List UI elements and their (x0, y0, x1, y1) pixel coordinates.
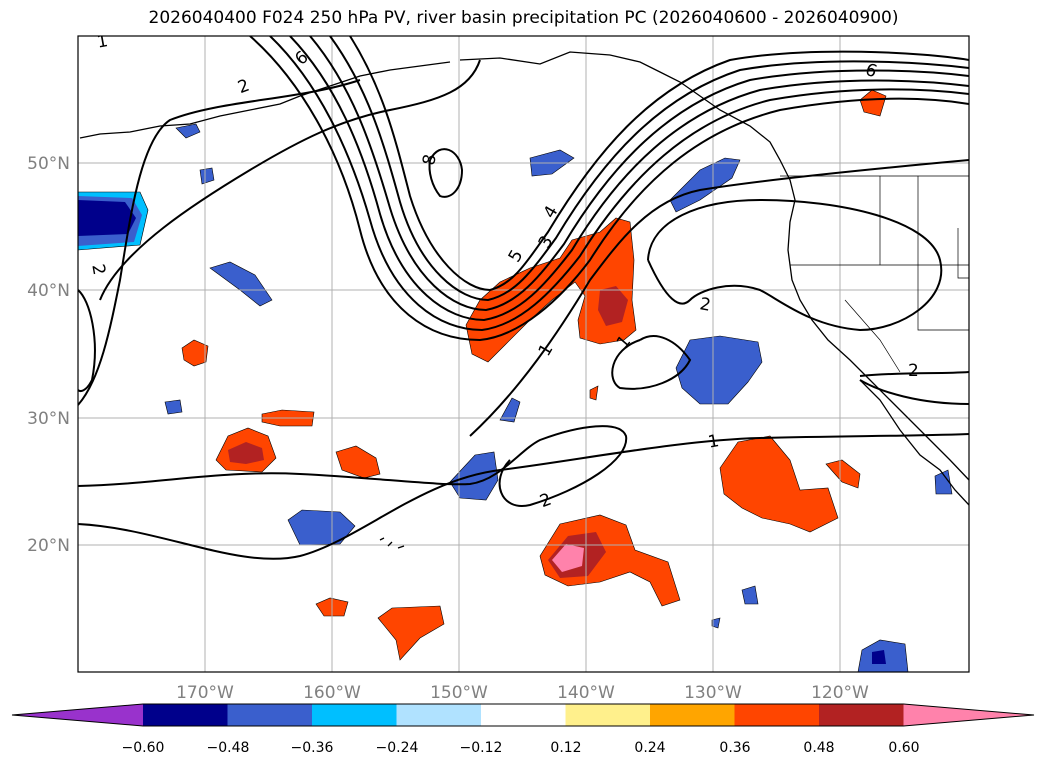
pv-contour-ridge-2 (269, 36, 969, 332)
lon-label: 140°W (557, 683, 615, 703)
colorbar-tick-label: 0.48 (803, 740, 834, 756)
pos-blob-9 (825, 459, 861, 489)
colorbar-segment (565, 704, 651, 726)
colorbar-segment (481, 704, 566, 726)
latitude-labels: 50°N 40°N 30°N 20°N (27, 154, 70, 556)
colorbar-segment (650, 704, 735, 726)
pos-blob-4 (335, 445, 381, 479)
map-area: 1 2 6 8 5 4 3 1 2 1 2 2 6 1 2 (78, 31, 969, 672)
contour-label: 2 (698, 294, 712, 316)
lat-label: 50°N (27, 154, 70, 174)
colorbar-tick-label: 0.12 (550, 740, 581, 756)
colorbar-segment (396, 704, 482, 726)
pos-blob-7-peak (552, 544, 584, 572)
colorbar (11, 703, 1035, 727)
neg-blob-far-west-core (78, 200, 136, 236)
colorbar-segment (734, 704, 820, 726)
pos-blob-central-core (598, 286, 628, 326)
hawaii (379, 537, 405, 549)
contour-label: 2 (908, 361, 919, 381)
neg-blob-11 (741, 585, 759, 605)
contour-label: 8 (419, 153, 441, 167)
lon-label: 170°W (176, 683, 234, 703)
colorbar-tick-label: 0.24 (634, 740, 665, 756)
pos-blob-11 (589, 385, 599, 401)
neg-blob-6 (669, 157, 741, 213)
pv-contour-ridge-5 (329, 36, 969, 302)
neg-blob-14-core (872, 650, 886, 664)
baja-coast (859, 379, 969, 506)
state-borders (790, 176, 969, 373)
pv-contour-south-2 (78, 425, 628, 507)
lat-label: 20°N (27, 536, 70, 556)
neg-blob-13 (934, 469, 953, 495)
pv-contour-ridge-4 (309, 36, 969, 312)
pos-blob-1 (181, 339, 209, 367)
pv-contour-east-3 (859, 379, 969, 405)
colorbar-extend-min (12, 704, 143, 726)
neg-blob-4 (164, 399, 183, 415)
pv-contour-small-8 (428, 148, 464, 198)
aleutian-islands (79, 61, 451, 139)
pos-blob-6 (377, 605, 445, 661)
colorbar-tick-label: −0.24 (376, 740, 419, 756)
contour-label: 1 (95, 31, 109, 53)
precip-negative-blobs (78, 123, 953, 672)
colorbar-segment (143, 704, 228, 726)
neg-blob-7 (675, 335, 763, 405)
pv-contour-west-lobe (78, 289, 96, 392)
contour-label: 2 (87, 263, 109, 277)
pos-blob-10 (859, 89, 887, 117)
pv-contour-east-1 (647, 198, 943, 332)
pv-contour-ridge-1 (249, 36, 969, 342)
pv-contour-cutoff (611, 335, 692, 390)
neg-blob-2 (199, 167, 215, 185)
colorbar-tick-label: 0.60 (888, 740, 919, 756)
longitude-labels: 170°W 160°W 150°W 140°W 130°W 120°W (176, 683, 869, 703)
colorbar-tick-label: 0.36 (719, 740, 750, 756)
graticule (78, 36, 969, 672)
neg-blob-9 (499, 397, 521, 423)
map-background (78, 36, 969, 672)
lon-label: 150°W (430, 683, 488, 703)
figure-title: 2026040400 F024 250 hPa PV, river basin … (148, 8, 899, 28)
colorbar-tick-label: −0.36 (291, 740, 334, 756)
pos-blob-8 (719, 435, 839, 533)
pv-contour-1-main (469, 159, 969, 437)
pos-blob-2-core (228, 442, 264, 464)
lon-label: 130°W (684, 683, 742, 703)
lon-label: 160°W (303, 683, 361, 703)
colorbar-segment (312, 704, 397, 726)
pv-contour-mid (78, 79, 361, 406)
lat-label: 30°N (27, 409, 70, 429)
pv-contours (78, 36, 969, 560)
neg-blob-1 (175, 123, 201, 139)
lat-label: 40°N (27, 281, 70, 301)
pv-contour-trough-outer (99, 59, 481, 301)
neg-blob-12 (711, 617, 721, 629)
colorbar-outline (11, 703, 1035, 727)
colorbar-segment (227, 704, 313, 726)
contour-label: 1 (707, 431, 721, 453)
map-frame (77, 35, 970, 673)
pv-contour-ridge-3 (289, 36, 969, 322)
colorbar-extend-max (903, 704, 1034, 726)
colorbar-tick-label: −0.48 (207, 740, 250, 756)
colorbar-tick-labels: −0.60 −0.48 −0.36 −0.24 −0.12 0.12 0.24 … (122, 740, 920, 756)
pv-contour-ridge-6 (349, 36, 969, 292)
colorbar-segment (819, 704, 904, 726)
pv-contour-east-2 (859, 371, 969, 377)
lon-label: 120°W (811, 683, 869, 703)
colorbar-tick-label: −0.60 (122, 740, 165, 756)
colorbar-tick-label: −0.12 (460, 740, 503, 756)
